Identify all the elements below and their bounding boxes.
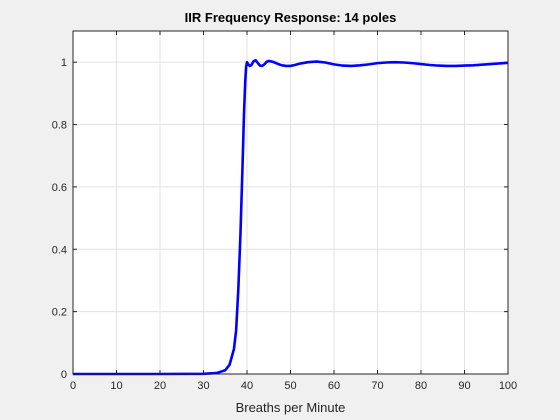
x-tick-label: 100 bbox=[499, 380, 517, 392]
x-tick-label: 10 bbox=[110, 380, 122, 392]
y-tick-label: 0.8 bbox=[52, 120, 67, 132]
x-tick-label: 70 bbox=[371, 380, 383, 392]
series-line bbox=[73, 59, 509, 376]
x-tick-label: 40 bbox=[241, 380, 253, 392]
x-tick-label: 0 bbox=[70, 380, 76, 392]
y-tick-label: 1 bbox=[61, 57, 67, 69]
y-tick-labels: 0 0.2 0.4 0.6 0.8 1 bbox=[52, 57, 67, 381]
x-tick-label: 80 bbox=[415, 380, 427, 392]
x-tick-label: 60 bbox=[328, 380, 340, 392]
x-tick-labels: 0 10 20 30 40 50 60 70 80 90 100 bbox=[70, 380, 517, 392]
chart-title: IIR Frequency Response: 14 poles bbox=[185, 10, 397, 25]
x-tick-label: 90 bbox=[458, 380, 470, 392]
x-tick-label: 50 bbox=[284, 380, 296, 392]
x-axis-label: Breaths per Minute bbox=[236, 400, 346, 415]
y-tick-label: 0 bbox=[61, 369, 67, 381]
y-tick-label: 0.6 bbox=[52, 182, 67, 194]
x-tick-label: 20 bbox=[154, 380, 166, 392]
y-tick-label: 0.2 bbox=[52, 307, 67, 319]
x-tick-label: 30 bbox=[197, 380, 209, 392]
ticks bbox=[72, 31, 509, 375]
y-tick-label: 0.4 bbox=[52, 244, 67, 256]
plot-frame bbox=[72, 30, 509, 375]
